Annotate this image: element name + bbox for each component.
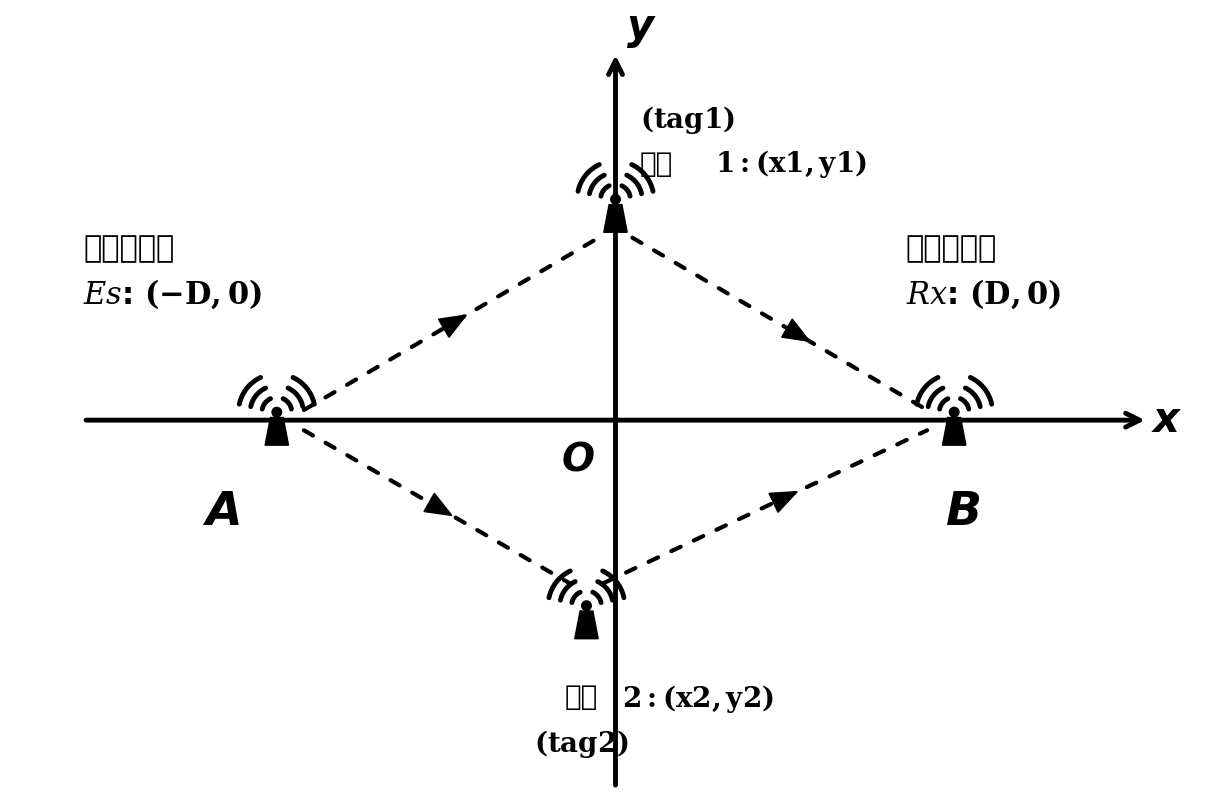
Polygon shape	[769, 492, 798, 512]
Polygon shape	[575, 611, 598, 639]
Polygon shape	[603, 205, 628, 232]
Text: $\mathbf{2:(x2,y2)}$: $\mathbf{2:(x2,y2)}$	[623, 684, 774, 715]
Text: A: A	[206, 490, 243, 535]
Text: B: B	[945, 490, 982, 535]
Circle shape	[272, 407, 282, 417]
Text: $\mathbf{\mathit{Es}}$: $\mathbf{(-D,0)}$: $\mathbf{\mathit{Es}}$: $\mathbf{(-D,0)}…	[84, 278, 262, 311]
Text: （激励源）: （激励源）	[84, 234, 175, 263]
Polygon shape	[943, 417, 966, 446]
Text: 标签: 标签	[565, 684, 598, 711]
Text: O: O	[561, 441, 595, 480]
Text: $\mathbf{(tag2)}$: $\mathbf{(tag2)}$	[534, 728, 629, 760]
Text: x: x	[1152, 399, 1179, 441]
Polygon shape	[423, 493, 452, 515]
Text: （接收器）: （接收器）	[906, 234, 997, 263]
Text: $\mathbf{1:(x1,y1)}$: $\mathbf{1:(x1,y1)}$	[715, 147, 867, 180]
Polygon shape	[265, 417, 288, 446]
Circle shape	[582, 601, 591, 611]
Polygon shape	[438, 315, 467, 337]
Text: $\mathbf{\mathit{Rx}}$: $\mathbf{(D,0)}$: $\mathbf{\mathit{Rx}}$: $\mathbf{(D,0)}$	[906, 278, 1061, 311]
Text: 标签: 标签	[640, 150, 673, 177]
Text: y: y	[627, 6, 654, 48]
Text: $\mathbf{(tag1)}$: $\mathbf{(tag1)}$	[640, 104, 735, 136]
Circle shape	[949, 407, 959, 417]
Polygon shape	[782, 319, 810, 341]
Circle shape	[611, 194, 620, 204]
